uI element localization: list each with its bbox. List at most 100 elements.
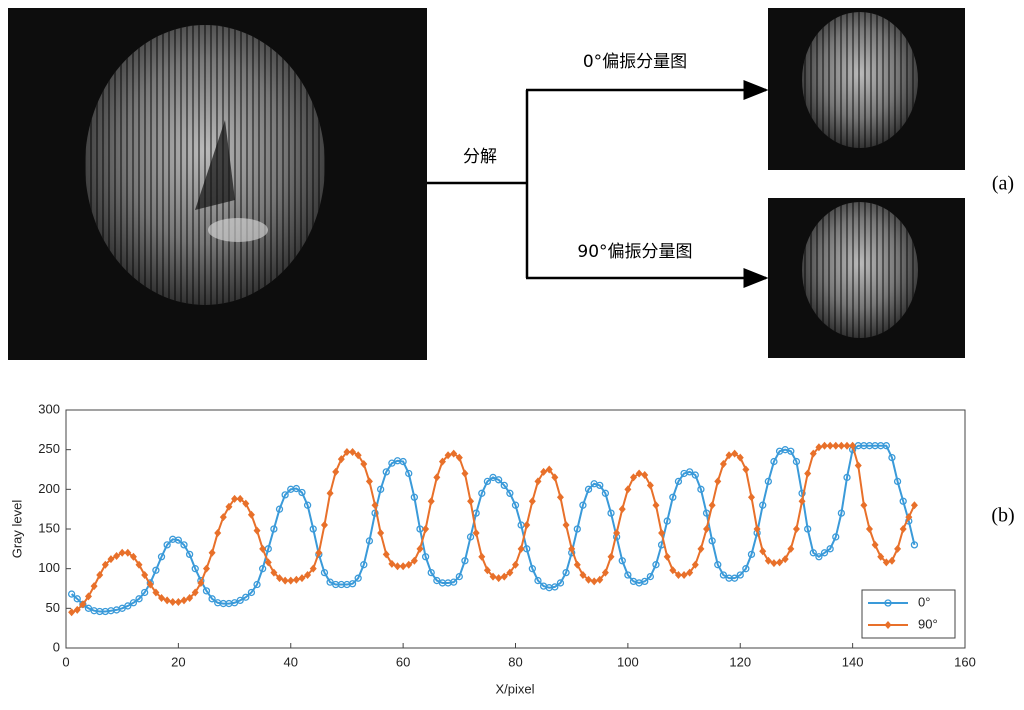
marker	[556, 493, 564, 502]
marker	[708, 501, 716, 510]
marker	[826, 545, 834, 553]
marker	[73, 605, 81, 614]
marker	[478, 489, 486, 497]
marker	[781, 555, 789, 564]
panel-label: (a)	[992, 173, 1014, 195]
decompose-label: 分解	[463, 147, 497, 167]
marker	[884, 599, 892, 607]
marker	[247, 510, 255, 519]
marker	[910, 541, 919, 549]
marker	[113, 551, 121, 560]
marker	[500, 481, 508, 490]
marker	[118, 548, 126, 557]
marker	[568, 544, 576, 553]
y-tick-label: 200	[38, 481, 60, 496]
x-tick-label: 120	[729, 654, 751, 669]
marker	[253, 580, 261, 589]
marker	[562, 568, 570, 577]
marker	[360, 459, 368, 468]
marker	[461, 469, 469, 478]
marker	[191, 588, 199, 597]
marker	[843, 441, 851, 450]
marker	[787, 544, 795, 553]
marker	[461, 557, 469, 565]
marker	[185, 550, 194, 559]
marker	[421, 553, 430, 561]
marker	[360, 561, 368, 569]
marker	[124, 548, 132, 557]
legend-label: 0°	[918, 594, 930, 609]
marker	[455, 572, 463, 581]
marker	[731, 449, 739, 458]
marker	[270, 525, 278, 533]
marker	[225, 502, 233, 511]
marker	[129, 552, 137, 561]
marker	[427, 568, 435, 577]
marker	[579, 571, 587, 580]
marker	[837, 441, 845, 450]
marker	[596, 481, 604, 490]
panel-label: (b)	[991, 505, 1014, 527]
x-tick-label: 140	[842, 654, 864, 669]
x-tick-label: 160	[954, 654, 976, 669]
line	[70, 444, 916, 613]
marker	[157, 553, 166, 561]
marker	[96, 571, 104, 580]
marker	[512, 560, 519, 569]
marker	[174, 536, 183, 544]
marker	[478, 552, 486, 561]
marker	[584, 485, 593, 493]
marker	[601, 489, 610, 497]
branch-label: 0°偏振分量图	[583, 52, 687, 72]
marker	[646, 481, 654, 490]
marker	[776, 558, 784, 567]
marker	[691, 471, 699, 479]
marker	[860, 501, 868, 510]
marker	[888, 453, 896, 462]
marker	[433, 473, 441, 482]
marker	[770, 559, 778, 568]
marker	[528, 565, 537, 573]
marker	[197, 578, 205, 587]
marker	[405, 469, 413, 478]
marker	[888, 556, 896, 565]
marker	[703, 525, 711, 533]
x-tick-label: 60	[396, 654, 410, 669]
marker	[849, 441, 857, 450]
marker	[129, 599, 138, 607]
y-tick-label: 0	[53, 639, 60, 654]
series	[67, 442, 919, 616]
marker	[438, 457, 446, 466]
marker	[135, 595, 143, 603]
marker	[719, 571, 728, 579]
marker	[483, 477, 492, 486]
marker	[556, 579, 565, 587]
marker	[214, 528, 222, 537]
y-tick-label: 100	[38, 560, 60, 575]
legend-label: 90°	[918, 616, 938, 631]
marker	[809, 449, 817, 458]
marker	[354, 574, 362, 582]
marker	[343, 448, 351, 457]
marker	[764, 477, 772, 486]
marker	[511, 501, 520, 509]
marker	[247, 588, 256, 597]
marker	[837, 509, 846, 517]
marker	[809, 549, 817, 557]
branch-label: 90°偏振分量图	[577, 242, 692, 262]
marker	[590, 577, 598, 586]
marker	[865, 525, 873, 533]
marker	[652, 501, 660, 510]
marker	[84, 592, 92, 601]
marker	[455, 453, 463, 462]
x-tick-label: 100	[617, 654, 639, 669]
marker	[371, 501, 379, 510]
marker	[882, 558, 890, 567]
marker	[450, 449, 458, 458]
marker	[141, 588, 149, 597]
marker	[893, 477, 902, 486]
marker	[169, 597, 177, 606]
photo-0deg	[768, 8, 965, 170]
marker	[832, 533, 840, 541]
marker	[236, 494, 244, 503]
